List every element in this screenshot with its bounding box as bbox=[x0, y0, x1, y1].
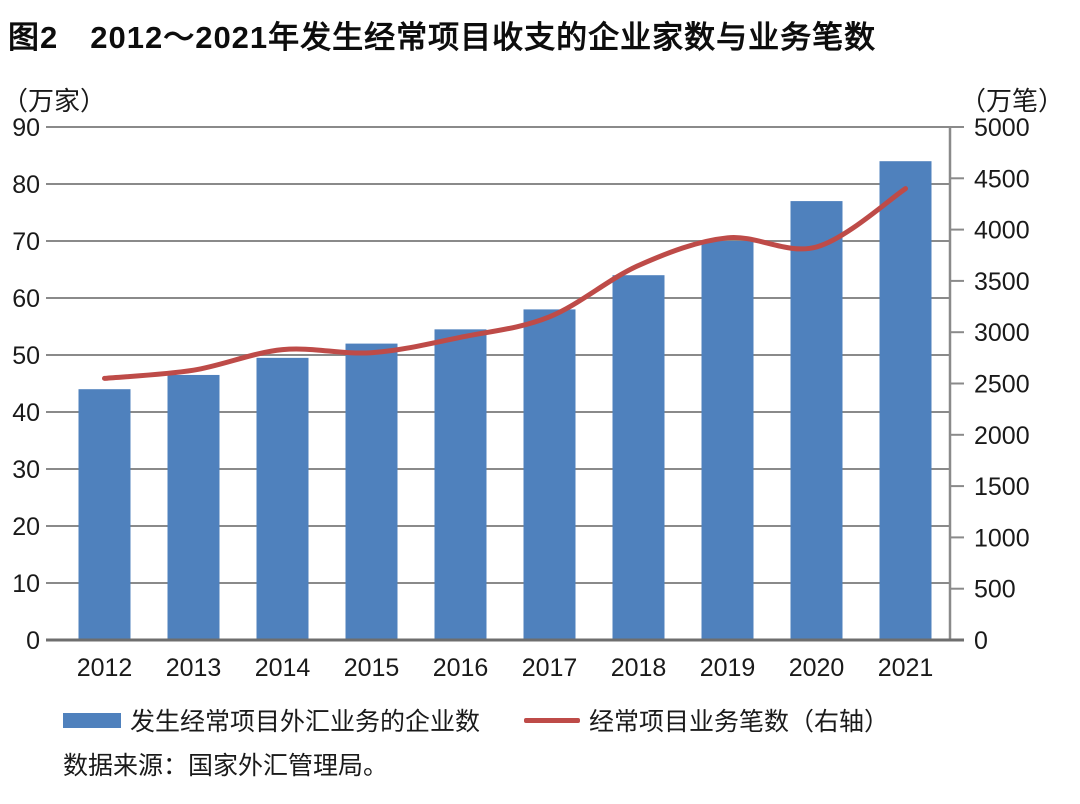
right-axis-tick-label: 3500 bbox=[974, 268, 1030, 296]
bar-2021 bbox=[879, 161, 932, 640]
bar-series-layer bbox=[78, 161, 932, 640]
bar-2016 bbox=[434, 329, 487, 640]
x-axis-year-label: 2020 bbox=[789, 654, 845, 682]
right-axis-tick-label: 4500 bbox=[974, 165, 1030, 193]
left-axis-tick-label: 0 bbox=[26, 627, 40, 655]
left-axis-tick-label: 70 bbox=[12, 228, 40, 256]
bar-2019 bbox=[701, 241, 754, 640]
left-axis-tick-label: 90 bbox=[12, 114, 40, 142]
axes-layer bbox=[46, 126, 964, 642]
bar-2014 bbox=[256, 357, 309, 640]
right-axis-tick-label: 0 bbox=[974, 627, 988, 655]
right-axis-tick-label: 4000 bbox=[974, 217, 1030, 245]
legend-line-swatch-icon bbox=[524, 717, 581, 723]
x-axis-year-label: 2018 bbox=[611, 654, 667, 682]
right-axis-tick-label: 5000 bbox=[974, 114, 1030, 142]
chart-title: 图2 2012～2021年发生经常项目收支的企业家数与业务笔数 bbox=[8, 20, 877, 55]
left-axis-tick-label: 50 bbox=[12, 342, 40, 370]
right-axis-tick-label: 2000 bbox=[974, 422, 1030, 450]
x-axis-year-label: 2019 bbox=[700, 654, 756, 682]
x-axis-year-label: 2017 bbox=[522, 654, 578, 682]
right-axis-tick-label: 1000 bbox=[974, 524, 1030, 552]
left-axis-tick-label: 60 bbox=[12, 285, 40, 313]
legend: 发生经常项目外汇业务的企业数 经常项目业务笔数（右轴） bbox=[63, 702, 889, 738]
bar-2013 bbox=[167, 374, 220, 640]
left-axis-tick-label: 10 bbox=[12, 570, 40, 598]
left-axis-unit-label: （万家） bbox=[2, 86, 106, 116]
right-axis-tick-label: 2500 bbox=[974, 371, 1030, 399]
legend-line-label: 经常项目业务笔数（右轴） bbox=[589, 708, 890, 736]
x-axis-year-label: 2015 bbox=[344, 654, 400, 682]
data-source-note: 数据来源：国家外汇管理局。 bbox=[63, 752, 389, 780]
bar-2018 bbox=[612, 275, 665, 640]
bar-2012 bbox=[78, 389, 131, 640]
right-axis-tick-label: 3000 bbox=[974, 319, 1030, 347]
x-axis-year-label: 2012 bbox=[77, 654, 133, 682]
bar-2017 bbox=[523, 309, 576, 640]
x-axis-year-label: 2016 bbox=[433, 654, 489, 682]
x-axis-year-label: 2021 bbox=[878, 654, 934, 682]
right-axis-unit-label: （万笔） bbox=[960, 86, 1064, 116]
right-axis-tick-label: 500 bbox=[974, 576, 1016, 604]
left-axis-tick-label: 40 bbox=[12, 399, 40, 427]
legend-bar-label: 发生经常项目外汇业务的企业数 bbox=[130, 708, 481, 736]
chart-canvas: 0 10 20 30 40 50 60 70 80 90 0 500 1000 1500 2000 2500 3… bbox=[2, 86, 1064, 682]
left-axis-tick-label: 80 bbox=[12, 171, 40, 199]
legend-bar-swatch-icon bbox=[63, 712, 121, 728]
left-axis-tick-label: 20 bbox=[12, 513, 40, 541]
left-axis-tick-label: 30 bbox=[12, 456, 40, 484]
line-series bbox=[102, 186, 908, 381]
x-axis-year-label: 2014 bbox=[255, 654, 311, 682]
right-axis-tick-label: 1500 bbox=[974, 473, 1030, 501]
bar-2015 bbox=[345, 343, 398, 640]
axis-labels-layer: 0 10 20 30 40 50 60 70 80 90 0 500 1000 1500 2000 2500 3… bbox=[12, 114, 1029, 682]
bar-2020 bbox=[790, 201, 843, 640]
x-axis-year-label: 2013 bbox=[166, 654, 222, 682]
